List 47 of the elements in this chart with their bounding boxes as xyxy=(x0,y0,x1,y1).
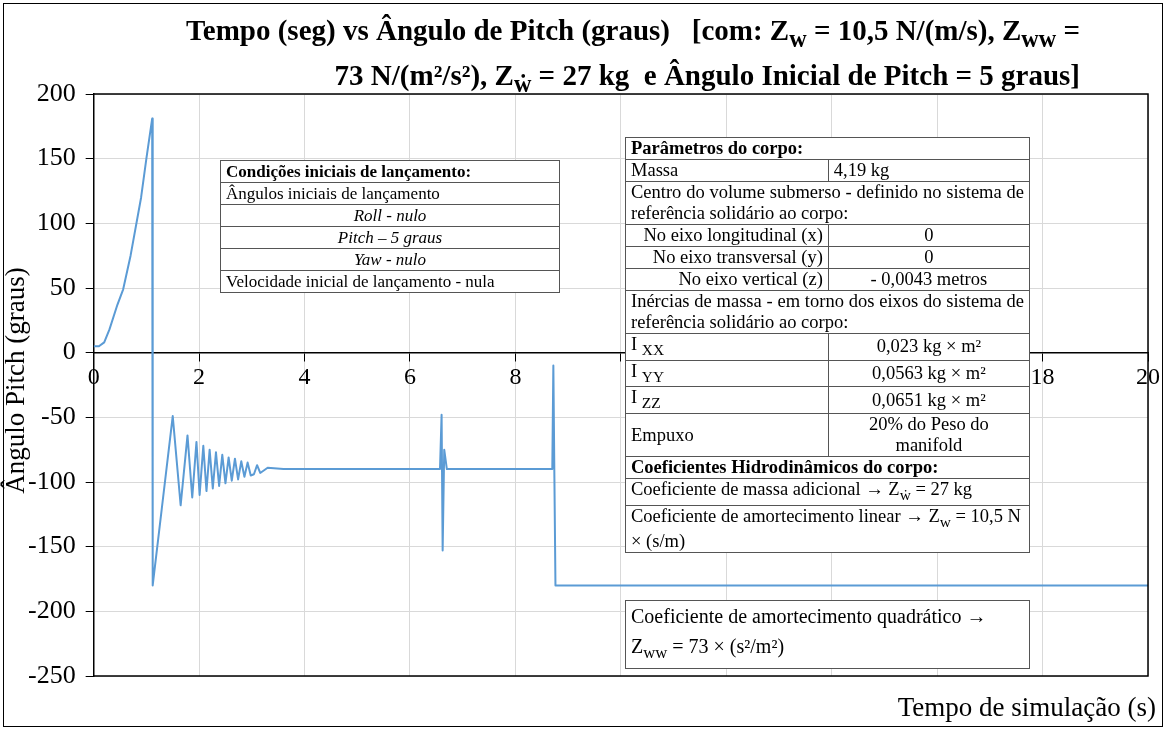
annotation: No eixo transversal (y) xyxy=(625,246,829,269)
annotation: - 0,0043 metros xyxy=(828,268,1030,291)
annotation: I $_{YY}$ xyxy=(625,360,829,387)
annotation: Inércias de massa - em torno dos eixos do sistema de referência solidário ao corpo: xyxy=(625,290,1030,334)
annotation: Ângulos iniciais de lançamento xyxy=(220,182,560,205)
annotation: Coeficientes Hidrodinâmicos do corpo: xyxy=(625,456,1030,479)
y-tick-label: 200 xyxy=(36,77,76,107)
y-tick-label: 100 xyxy=(36,207,76,237)
x-axis-title: Tempo de simulação (s) xyxy=(897,692,1156,723)
annotation: 0 xyxy=(828,224,1030,247)
y-axis-title: Ângulo Pitch (graus) xyxy=(0,266,30,496)
annotation: Pitch – 5 graus xyxy=(220,226,560,249)
annotation: Centro do volume submerso - definido no sistema de referência solidário ao corpo: xyxy=(625,181,1030,225)
text: Coeficiente de amortecimento linear → Z$_{w}$ = 10,5 N × (s/m) xyxy=(631,505,1021,552)
y-tick-label: 150 xyxy=(36,142,76,172)
y-tick-label: -150 xyxy=(27,530,76,560)
y-tick-label: -200 xyxy=(27,595,76,625)
annotation: 20% do Peso do manifold xyxy=(828,413,1030,457)
annotation: No eixo vertical (z) xyxy=(625,268,829,291)
annotation: No eixo longitudinal (x) xyxy=(625,224,829,247)
annotation: Condições iniciais de lançamento: xyxy=(220,160,560,183)
annotation: 0,023 kg × m² xyxy=(828,333,1030,361)
annotation: I $_{XX}$ xyxy=(625,333,829,361)
y-tick-label: 50 xyxy=(49,271,76,301)
annotation: Massa xyxy=(625,159,829,182)
y-tick-label: -100 xyxy=(27,465,76,495)
x-tick-label: 2 xyxy=(193,363,206,390)
annotation: Parâmetros do corpo: xyxy=(625,137,1030,160)
x-tick-label: 4 xyxy=(298,363,311,390)
annotation: I $_{ZZ}$ xyxy=(625,386,829,414)
annotation: Coeficiente de massa adicional → Z$_{ẇ}$ = 27 kg xyxy=(625,478,1030,506)
y-tick-label: 0 xyxy=(62,336,76,366)
annotation: Roll - nulo xyxy=(220,204,560,227)
annotation: Yaw - nulo xyxy=(220,248,560,271)
annotation: 0 xyxy=(828,246,1030,269)
annotation: 4,19 kg xyxy=(828,159,1030,182)
info-table: Coeficiente de amortecimento quadrático → Z$_{ww}$ = 73 × (s²/m²) xyxy=(625,600,1030,669)
x-tick-label: 8 xyxy=(509,363,522,390)
x-tick-label: 6 xyxy=(403,363,416,390)
annotation: 0,0563 kg × m² xyxy=(828,360,1030,387)
x-tick-label: 18 xyxy=(1030,363,1055,390)
annotation: Empuxo xyxy=(625,413,829,457)
y-tick-label: -250 xyxy=(27,659,76,689)
y-tick-label: -50 xyxy=(40,401,76,431)
annotation: Velocidade inicial de lançamento - nula xyxy=(220,270,560,293)
chart-title: Tempo (seg) vs Ângulo de Pitch (graus) [com: Z$_{w}$ = 10,5 N/(m/s), Z$_{ww}$ = 73 N/(m²/s²), Z$_{ẇ}$ = 27 kg e Ângulo Inicial de Pitch = 5 graus] xyxy=(186,14,1080,97)
annotation: 0,0651 kg × m² xyxy=(828,386,1030,414)
